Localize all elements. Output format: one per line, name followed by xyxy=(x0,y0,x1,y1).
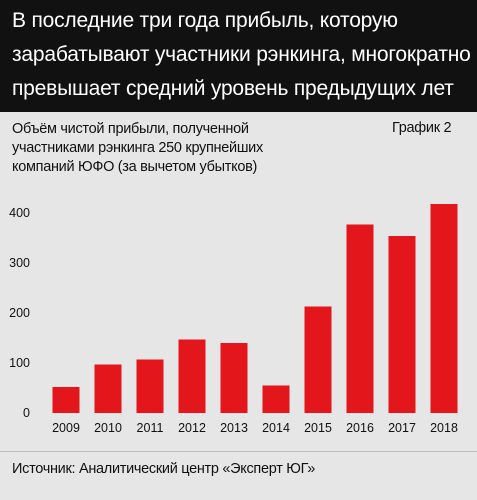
subtitle-line-1: Объём чистой прибыли, полученной xyxy=(12,121,249,137)
bar-2016 xyxy=(346,224,374,413)
headline-line-2: зарабатывают участники рэнкинга, многокр… xyxy=(12,43,471,66)
x-tick-label: 2013 xyxy=(220,421,248,435)
chart-number-label: График 2 xyxy=(392,120,452,136)
x-tick-label: 2018 xyxy=(430,421,458,435)
headline-line-3: превышает средний уровень предыдущих лет xyxy=(12,77,454,100)
subtitle-line-3: компаний ЮФО (за вычетом убытков) xyxy=(12,159,258,175)
y-tick-label: 400 xyxy=(9,206,30,220)
x-tick-label: 2012 xyxy=(178,421,206,435)
headline-banner: В последние три года прибыль, которую за… xyxy=(0,0,477,112)
bar-2018 xyxy=(430,204,458,413)
chart-subtitle: Объём чистой прибыли, полученной участни… xyxy=(12,120,342,177)
y-tick-label: 300 xyxy=(9,256,30,270)
footer-divider xyxy=(0,451,477,452)
x-tick-label: 2016 xyxy=(346,421,374,435)
source-note: Источник: Аналитический центр «Эксперт Ю… xyxy=(12,461,315,477)
x-tick-label: 2009 xyxy=(52,421,80,435)
x-tick-label: 2014 xyxy=(262,421,290,435)
x-tick-label: 2011 xyxy=(137,421,164,435)
bar-2012 xyxy=(178,339,206,413)
bar-2011 xyxy=(136,359,164,413)
y-tick-label: 100 xyxy=(9,356,30,370)
bar-2010 xyxy=(94,364,122,413)
headline-line-1: В последние три года прибыль, которую xyxy=(12,9,398,32)
bar-2015 xyxy=(304,306,332,413)
y-tick-label: 0 xyxy=(23,406,30,420)
bar-2013 xyxy=(220,343,248,413)
subtitle-line-2: участниками рэнкинга 250 крупнейших xyxy=(12,140,263,156)
bar-2009 xyxy=(52,387,80,413)
x-tick-label: 2017 xyxy=(388,421,416,435)
bar-chart: 0 100 200 300 400 2009 2010 2011 2012 2013 2014 201… xyxy=(9,204,458,435)
bar-2014 xyxy=(262,385,290,413)
y-tick-label: 200 xyxy=(9,306,30,320)
x-tick-label: 2015 xyxy=(304,421,332,435)
x-tick-label: 2010 xyxy=(94,421,122,435)
bar-2017 xyxy=(388,236,416,413)
